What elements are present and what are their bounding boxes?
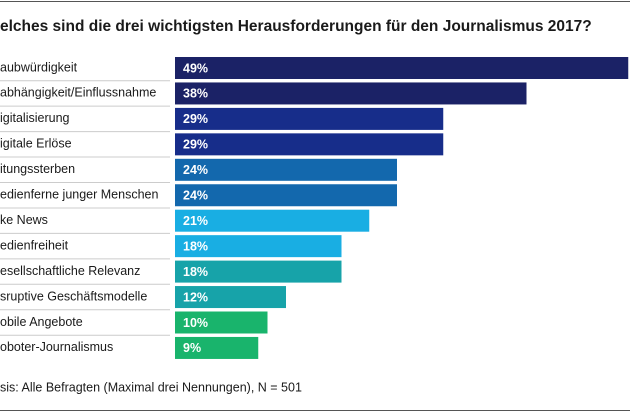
bar	[175, 107, 444, 130]
value-label: 18%	[183, 265, 208, 279]
bar	[175, 260, 342, 283]
bar	[175, 235, 342, 258]
value-label: 24%	[183, 163, 208, 177]
bar	[175, 184, 397, 207]
value-label: 12%	[183, 290, 208, 304]
value-label: 29%	[183, 112, 208, 126]
bar	[175, 311, 268, 334]
value-label: 49%	[183, 61, 208, 75]
category-label: edienferne junger Menschen	[0, 188, 158, 202]
value-label: 10%	[183, 316, 208, 330]
bar	[175, 133, 444, 156]
category-label: sruptive Geschäftsmodelle	[0, 289, 147, 303]
bar	[175, 57, 629, 79]
value-label: 38%	[183, 87, 208, 101]
footnote: sis: Alle Befragten (Maximal drei Nennun…	[0, 380, 302, 394]
bar	[175, 158, 397, 181]
category-label: obile Angebote	[0, 315, 83, 329]
category-label: oboter-Journalismus	[0, 340, 113, 354]
category-label: igitale Erlöse	[0, 137, 72, 151]
value-label: 29%	[183, 138, 208, 152]
value-label: 18%	[183, 239, 208, 253]
value-label: 21%	[183, 214, 208, 228]
chart-title: elches sind die drei wichtigsten Herausf…	[0, 18, 592, 35]
value-label: 24%	[183, 189, 208, 203]
category-label: ke News	[0, 213, 48, 227]
category-label: aubwürdigkeit	[0, 60, 78, 74]
value-label: 9%	[183, 341, 201, 355]
bar	[175, 209, 370, 232]
bar	[175, 82, 527, 105]
category-label: edienfreiheit	[0, 238, 69, 252]
category-label: abhängigkeit/Einflussnahme	[0, 86, 156, 100]
category-label: itungssterben	[0, 162, 75, 176]
bar	[175, 336, 259, 359]
category-label: igitalisierung	[0, 111, 70, 125]
category-label: esellschaftliche Relevanz	[0, 264, 140, 278]
bar	[175, 286, 286, 309]
